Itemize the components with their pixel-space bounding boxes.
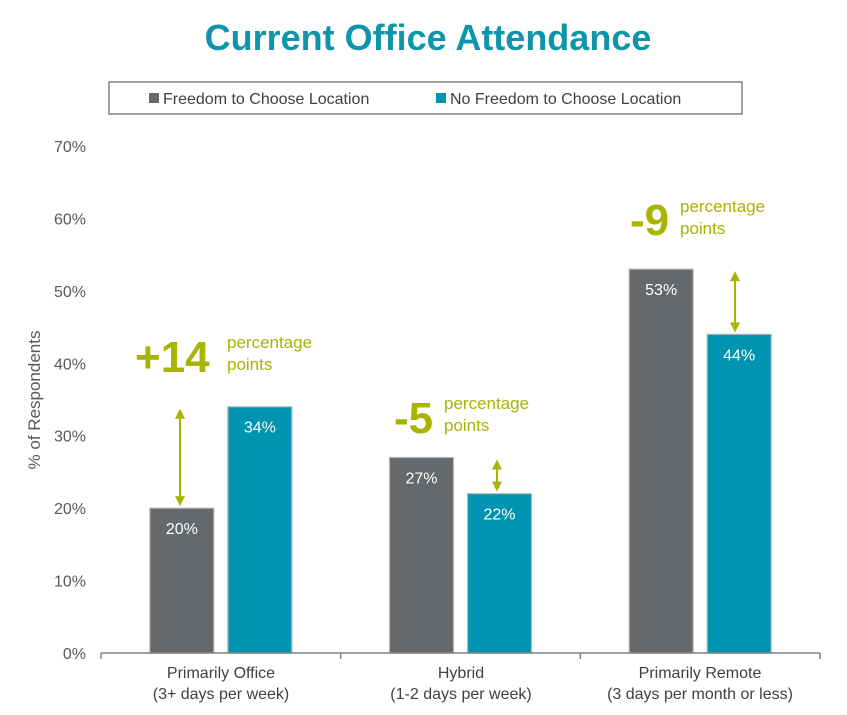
annotation-office: +14 percentage points (135, 333, 312, 382)
category-label-office-line2: (3+ days per week) (153, 686, 290, 703)
annotation-office-value: +14 (135, 333, 210, 382)
legend-swatch-freedom (149, 93, 159, 103)
difference-arrow (492, 459, 502, 492)
bar-no-freedom (227, 406, 293, 654)
y-tick-label: 70% (54, 139, 86, 156)
difference-arrow (175, 408, 185, 507)
annotation-hybrid-unit-line2: points (444, 416, 489, 435)
annotation-remote: -9 percentage points (630, 196, 765, 245)
legend-frame (108, 81, 743, 115)
bar-freedom (388, 456, 455, 654)
y-tick-label: 20% (54, 501, 86, 518)
bar-labels: 20% 34% 27% 22% 53% 44% (166, 282, 755, 538)
bar-no-freedom (466, 493, 533, 654)
category-label-remote-line1: Primarily Remote (639, 665, 762, 682)
annotation-hybrid: -5 percentage points (394, 394, 529, 443)
difference-arrow-head-down (175, 496, 185, 507)
annotation-remote-unit-line1: percentage (680, 197, 765, 216)
legend-swatch-no-freedom (436, 93, 446, 103)
annotation-office-unit-line1: percentage (227, 333, 312, 352)
legend-label-freedom: Freedom to Choose Location (163, 91, 369, 108)
annotation-remote-unit-line2: points (680, 219, 725, 238)
chart-title: Current Office Attendance (205, 17, 652, 58)
category-label-hybrid-line2: (1-2 days per week) (390, 686, 531, 703)
category-label-remote-line2: (3 days per month or less) (607, 686, 793, 703)
difference-arrow-head-up (175, 408, 185, 419)
legend-label-no-freedom: No Freedom to Choose Location (450, 91, 681, 108)
difference-arrow-head-up (492, 459, 502, 470)
category-label-office-line1: Primarily Office (167, 665, 275, 682)
annotation-office-unit-line2: points (227, 355, 272, 374)
bar-value-label: 20% (166, 521, 198, 538)
y-tick-label: 0% (63, 646, 86, 663)
bar-no-freedom (706, 333, 772, 654)
category-label-hybrid: Hybrid (1-2 days per week) (390, 665, 531, 703)
annotation-arrows (175, 271, 740, 507)
bar-value-label: 53% (645, 282, 677, 299)
difference-arrow-head-down (492, 481, 502, 492)
category-label-office: Primarily Office (3+ days per week) (153, 665, 290, 703)
difference-arrow-head-down (730, 322, 740, 333)
difference-arrow (730, 271, 740, 333)
y-tick-label: 30% (54, 429, 86, 446)
bar-freedom (149, 507, 215, 654)
bar-value-label: 27% (405, 470, 437, 487)
annotation-remote-value: -9 (630, 196, 669, 245)
annotation-hybrid-value: -5 (394, 394, 433, 443)
y-axis-label: % of Respondents (25, 331, 44, 470)
bar-value-label: 22% (483, 507, 515, 524)
y-tick-label: 40% (54, 356, 86, 373)
annotation-hybrid-unit-line1: percentage (444, 394, 529, 413)
bar-freedom (628, 268, 694, 654)
y-tick-label: 10% (54, 574, 86, 591)
category-label-hybrid-line1: Hybrid (438, 665, 484, 682)
difference-arrow-head-up (730, 271, 740, 282)
y-tick-label: 50% (54, 284, 86, 301)
legend: Freedom to Choose Location No Freedom to… (108, 81, 743, 115)
bars (149, 268, 772, 654)
y-axis-ticks: 0% 10% 20% 30% 40% 50% 60% 70% (54, 139, 86, 663)
bar-value-label: 34% (244, 420, 276, 437)
y-tick-label: 60% (54, 211, 86, 228)
category-label-remote: Primarily Remote (3 days per month or le… (607, 665, 793, 703)
x-axis-ticks (100, 653, 821, 659)
bar-value-label: 44% (723, 347, 755, 364)
